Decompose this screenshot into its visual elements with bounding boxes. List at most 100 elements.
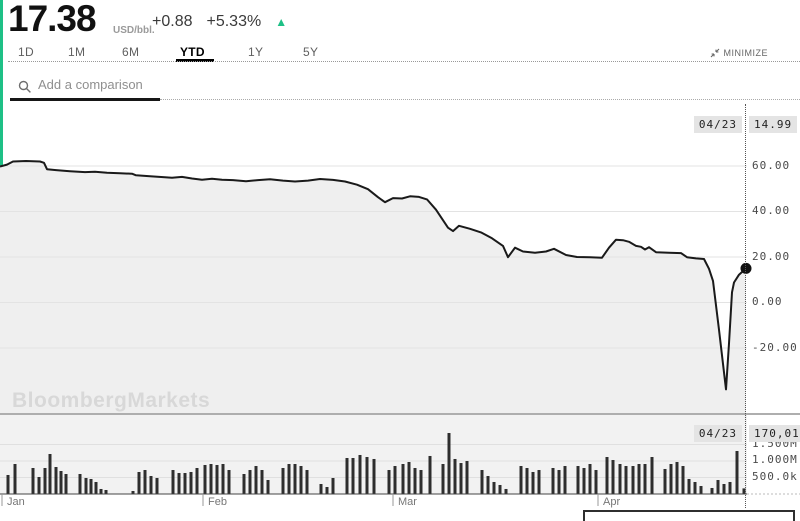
price-line (0, 160, 747, 391)
vol-tick-1000k: 1.000M (752, 453, 798, 466)
volume-bar (6, 474, 10, 494)
volume-bar (588, 464, 592, 494)
volume-bar (735, 451, 739, 494)
volume-bar (248, 470, 252, 494)
price-change: +0.88 +5.33% ▲ (152, 13, 287, 31)
volume-bar (413, 467, 417, 494)
minimize-icon (710, 48, 719, 58)
volume-bar (227, 470, 231, 494)
cutoff-panel (583, 510, 795, 521)
search-icon (18, 80, 31, 93)
volume-bar (551, 467, 555, 494)
volume-chart-svg[interactable] (0, 413, 800, 510)
volume-bar (221, 464, 225, 494)
crosshair-line (745, 104, 746, 508)
crosshair-volume-tag: 170,013 (749, 425, 800, 442)
volume-bar (716, 480, 720, 494)
volume-bar (387, 470, 391, 494)
tab-1d[interactable]: 1D (18, 45, 34, 59)
volume-bar (531, 471, 535, 494)
tab-5y[interactable]: 5Y (303, 45, 319, 59)
volume-bar (143, 470, 147, 494)
volume-bar (441, 464, 445, 494)
y-tick-20: 20.00 (752, 250, 791, 263)
volume-bar (407, 461, 411, 494)
volume-bar (37, 477, 41, 494)
volume-bar (305, 470, 309, 494)
volume-bar (189, 471, 193, 494)
volume-bar (576, 466, 580, 494)
crosshair-price-tag: 14.99 (749, 116, 798, 133)
y-tick-neg20: -20.00 (752, 341, 798, 354)
volume-bar (260, 470, 264, 494)
volume-bar (681, 466, 685, 494)
volume-bar (650, 457, 654, 494)
volume-bar (372, 458, 376, 494)
tab-1y[interactable]: 1Y (248, 45, 264, 59)
volume-bar (722, 484, 726, 494)
volume-bar (137, 471, 141, 494)
volume-bar (643, 464, 647, 494)
volume-bar (525, 467, 529, 494)
panel-divider (0, 413, 800, 415)
y-tick-0: 0.00 (752, 295, 783, 308)
change-pct: +5.33% (206, 13, 262, 30)
volume-bar (48, 454, 52, 494)
volume-bar (209, 464, 213, 494)
volume-bar (582, 467, 586, 494)
minimize-button[interactable]: MINIMIZE (710, 48, 769, 58)
volume-bar (64, 474, 68, 494)
volume-bar (618, 464, 622, 494)
volume-bar (492, 481, 496, 494)
volume-bar (675, 461, 679, 494)
volume-bar (325, 487, 329, 494)
volume-bar (183, 473, 187, 494)
active-tab-underline (176, 59, 214, 62)
volume-bar (351, 457, 355, 494)
volume-bar (687, 478, 691, 494)
volume-bar (486, 476, 490, 494)
volume-bar (203, 464, 207, 494)
price-chart-svg[interactable] (0, 103, 800, 413)
volume-bar (358, 454, 362, 494)
search-underline (10, 98, 160, 101)
volume-bar (624, 466, 628, 494)
volume-bar (89, 478, 93, 494)
change-abs: +0.88 (152, 13, 193, 30)
vol-tick-500k: 500.0k (752, 470, 798, 483)
crosshair-date-tag-volume: 04/23 (693, 425, 742, 442)
volume-bar (663, 468, 667, 494)
volume-bar (84, 477, 88, 494)
volume-bar (428, 455, 432, 494)
tab-6m[interactable]: 6M (122, 45, 140, 59)
volume-bar (742, 488, 746, 494)
tab-ytd[interactable]: YTD (180, 45, 205, 59)
volume-bar (631, 466, 635, 494)
volume-bar (401, 464, 405, 494)
volume-bar (563, 466, 567, 494)
volume-bar (605, 457, 609, 494)
price-area-fill (0, 161, 746, 413)
volume-bar (254, 466, 258, 494)
volume-bar (104, 490, 108, 494)
volume-bar (43, 467, 47, 494)
volume-bar (710, 487, 714, 494)
volume-bar (693, 481, 697, 494)
volume-bar (453, 458, 457, 494)
watermark: BloombergMarkets (12, 389, 211, 412)
search-underline-dotted (160, 99, 800, 100)
up-arrow-icon: ▲ (275, 15, 288, 29)
volume-bar (171, 470, 175, 494)
volume-bar (447, 433, 451, 494)
y-tick-60: 60.00 (752, 159, 791, 172)
last-price: 17.38 (8, 0, 97, 39)
x-tick-jan: Jan (7, 496, 25, 508)
volume-bar (393, 466, 397, 494)
volume-bar (13, 464, 17, 494)
price-unit: USD/bbl. (113, 25, 155, 36)
tab-1m[interactable]: 1M (68, 45, 86, 59)
volume-bar (419, 470, 423, 494)
volume-bar (155, 477, 159, 494)
comparison-search-input[interactable] (38, 77, 298, 92)
